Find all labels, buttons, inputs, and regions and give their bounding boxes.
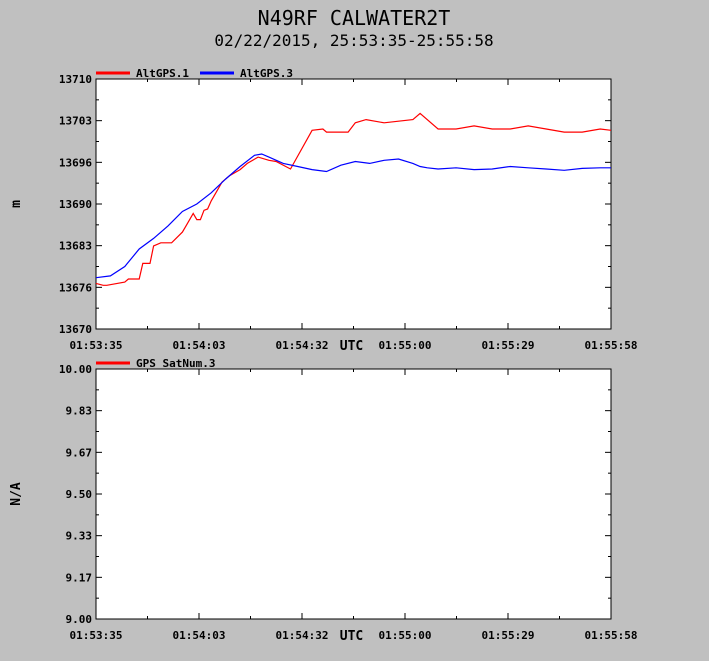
y-tick-label: 9.50 xyxy=(66,488,93,501)
x-tick-label: 01:54:32 xyxy=(276,629,329,642)
plot-frame xyxy=(95,78,612,330)
plot-panel-2: 10.00 9.83 9.67 9.50 9.33 9.17 9.00 01:53:35 01:… xyxy=(9,357,637,644)
x-tick-label: 01:55:58 xyxy=(585,339,638,352)
series-line-altgps-3 xyxy=(95,153,611,279)
y-tick-label: 13683 xyxy=(59,240,92,253)
x-tick-label: 01:55:29 xyxy=(482,629,535,642)
chart-title: N49RF CALWATER2T xyxy=(258,6,451,30)
y-axis-label: m xyxy=(9,200,24,208)
y-tick-label: 13710 xyxy=(59,73,92,86)
chart-subtitle: 02/22/2015, 25:53:35-25:55:58 xyxy=(214,31,493,50)
plot-frame xyxy=(95,368,612,620)
x-tick-label: 01:53:35 xyxy=(70,629,123,642)
plot-panel-1: 13710 13703 13696 13690 13683 13676 13670 01:53… xyxy=(9,67,637,354)
series-line-altgps-1 xyxy=(95,112,612,286)
x-axis-label: UTC xyxy=(340,629,363,644)
y-tick-label: 9.33 xyxy=(66,530,93,543)
y-tick-label: 13676 xyxy=(59,281,92,294)
x-tick-label: 01:54:03 xyxy=(173,629,226,642)
legend-label: AltGPS.3 xyxy=(240,67,293,80)
x-tick-label: 01:54:03 xyxy=(173,339,226,352)
y-axis-label: N/A xyxy=(9,482,24,506)
y-tick-label: 9.83 xyxy=(66,405,93,418)
y-tick-label: 13690 xyxy=(59,198,92,211)
x-tick-label: 01:55:00 xyxy=(379,339,432,352)
x-tick-label: 01:53:35 xyxy=(70,339,123,352)
legend-label: GPS_SatNum.3 xyxy=(136,357,215,370)
y-tick-label: 13670 xyxy=(59,323,92,336)
x-tick-label: 01:55:00 xyxy=(379,629,432,642)
legend-label: AltGPS.1 xyxy=(136,67,189,80)
x-tick-label: 01:55:58 xyxy=(585,629,638,642)
y-tick-label: 9.00 xyxy=(66,613,93,626)
y-tick-label: 9.17 xyxy=(66,571,93,584)
x-tick-label: 01:54:32 xyxy=(276,339,329,352)
y-tick-label: 10.00 xyxy=(59,363,92,376)
y-tick-label: 13703 xyxy=(59,115,92,128)
y-tick-label: 9.67 xyxy=(66,446,93,459)
y-tick-label: 13696 xyxy=(59,156,92,169)
x-axis-label: UTC xyxy=(340,339,363,354)
x-tick-label: 01:55:29 xyxy=(482,339,535,352)
